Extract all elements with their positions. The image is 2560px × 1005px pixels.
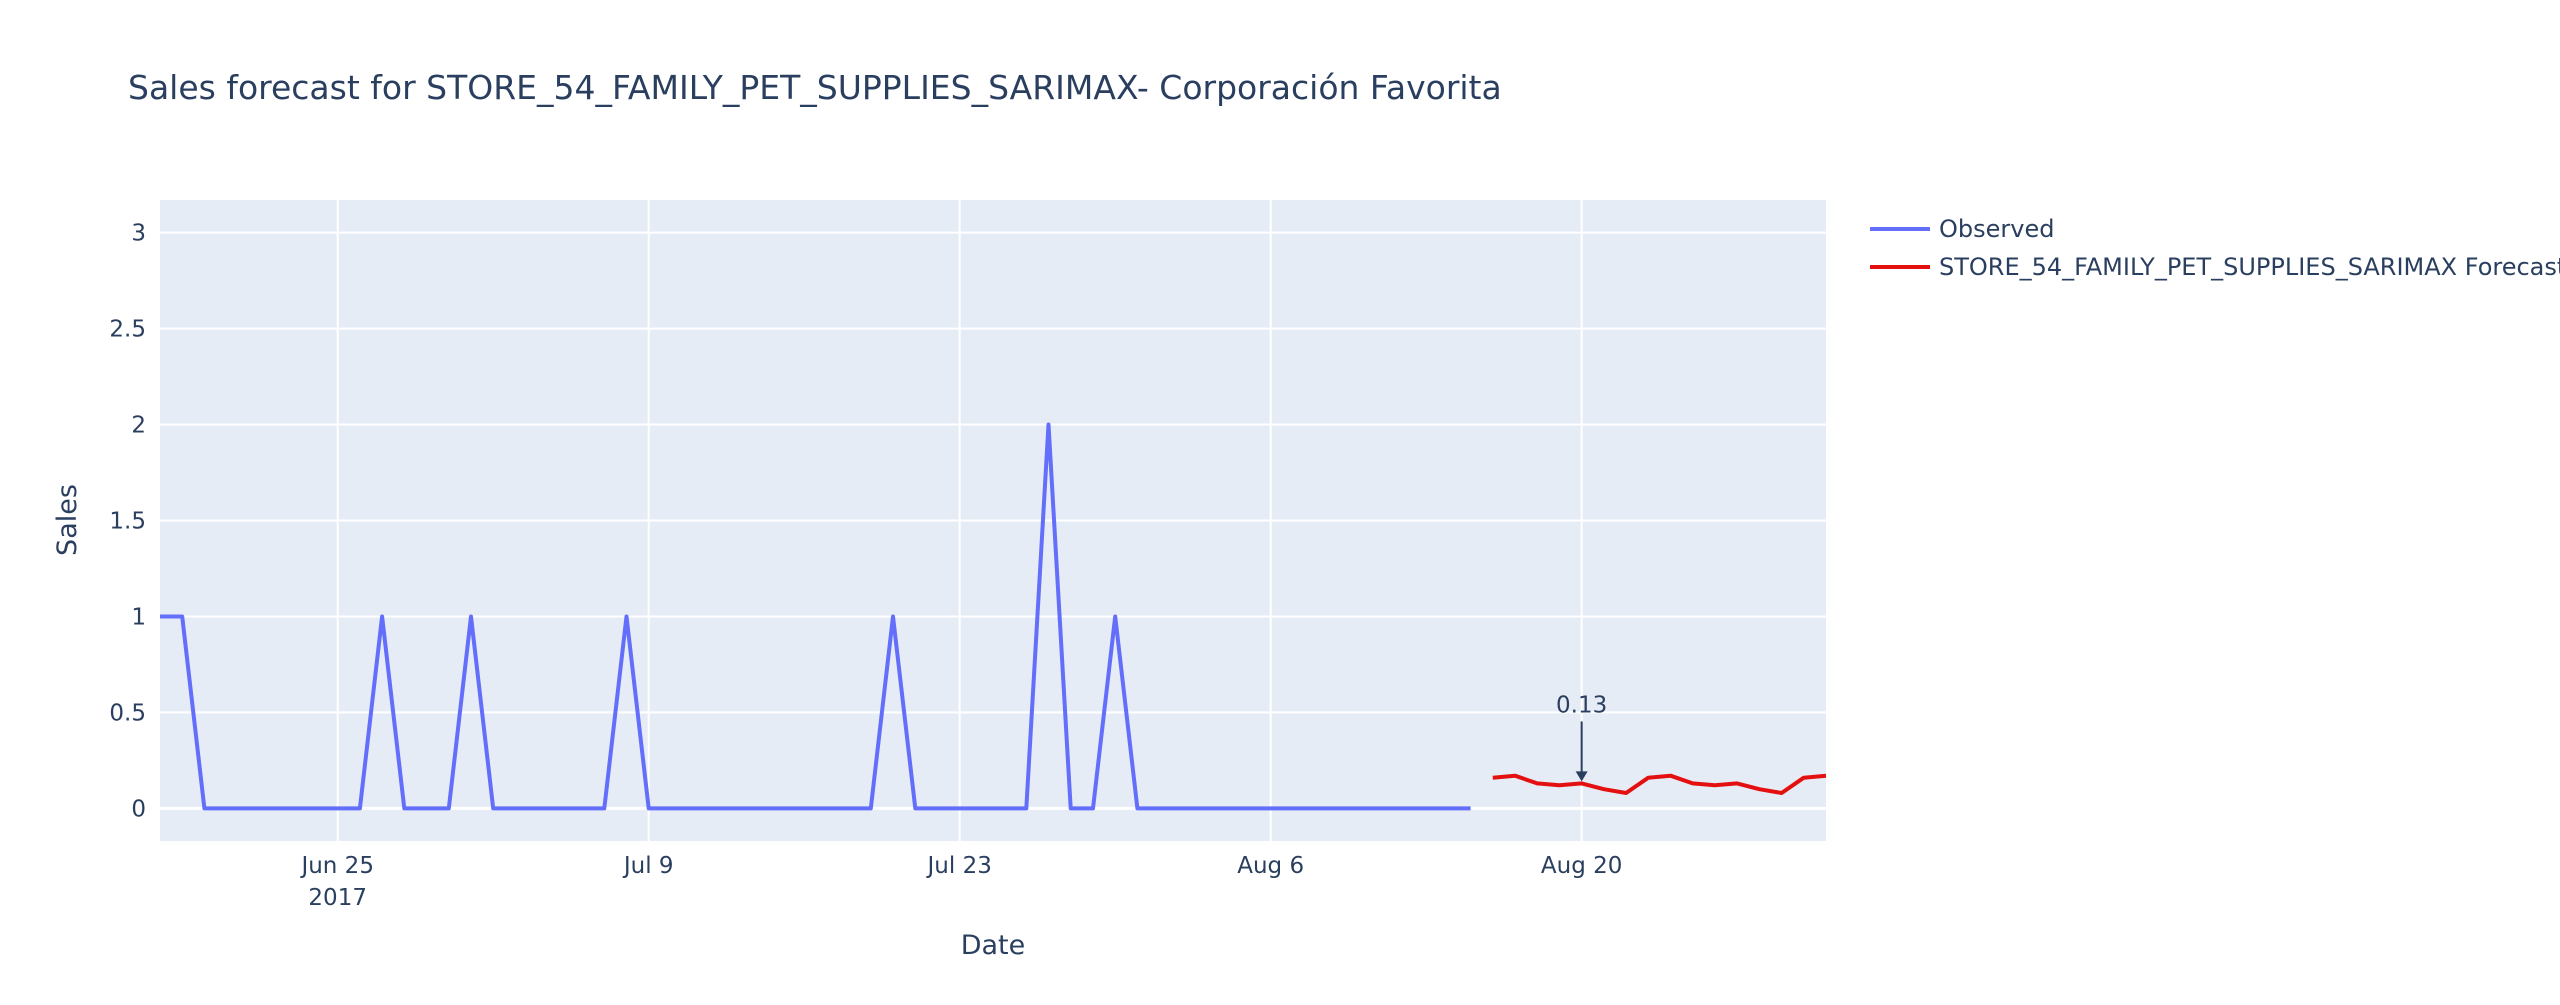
y-tick-label: 1	[131, 604, 146, 630]
annotation-label: 0.13	[1556, 692, 1607, 718]
x-tick-label: Aug 6	[1237, 853, 1304, 879]
series-line-forecast	[1492, 773, 1827, 795]
y-tick-label: 0	[131, 796, 146, 822]
series-layer	[160, 422, 1827, 811]
series-line-observed	[160, 422, 1471, 811]
legend[interactable]: Observed STORE_54_FAMILY_PET_SUPPLIES_SAR…	[1870, 215, 2560, 281]
grid-layer	[160, 200, 1826, 841]
y-tick-labels: 0 0.5 1 1.5 2 2.5 3	[109, 221, 146, 823]
x-tick-labels: Jun 25 2017 Jul 9 Jul 23 Aug 6 Aug 20	[299, 853, 1622, 911]
x-tick-label: Aug 20	[1541, 853, 1623, 879]
legend-item-forecast[interactable]: STORE_54_FAMILY_PET_SUPPLIES_SARIMAX For…	[1870, 253, 2560, 281]
x-tick-label: Jul 23	[926, 853, 992, 879]
y-tick-label: 2	[131, 413, 146, 439]
legend-item-observed[interactable]: Observed	[1870, 215, 2054, 243]
y-axis-title: Sales	[52, 484, 83, 556]
y-tick-label: 3	[131, 221, 146, 247]
y-tick-label: 2.5	[109, 317, 146, 343]
x-axis-title: Date	[961, 930, 1026, 961]
legend-label: STORE_54_FAMILY_PET_SUPPLIES_SARIMAX For…	[1939, 253, 2560, 281]
y-tick-label: 1.5	[109, 509, 146, 535]
annotation-layer: 0.13	[1556, 692, 1607, 782]
annotation-arrowhead	[1575, 771, 1588, 782]
chart-title: Sales forecast for STORE_54_FAMILY_PET_S…	[128, 68, 1502, 107]
x-tick-label: Jun 25	[299, 853, 374, 879]
x-tick-year-label: 2017	[308, 885, 367, 911]
x-tick-label: Jul 9	[622, 853, 674, 879]
y-tick-label: 0.5	[109, 700, 146, 726]
legend-label: Observed	[1939, 215, 2054, 243]
